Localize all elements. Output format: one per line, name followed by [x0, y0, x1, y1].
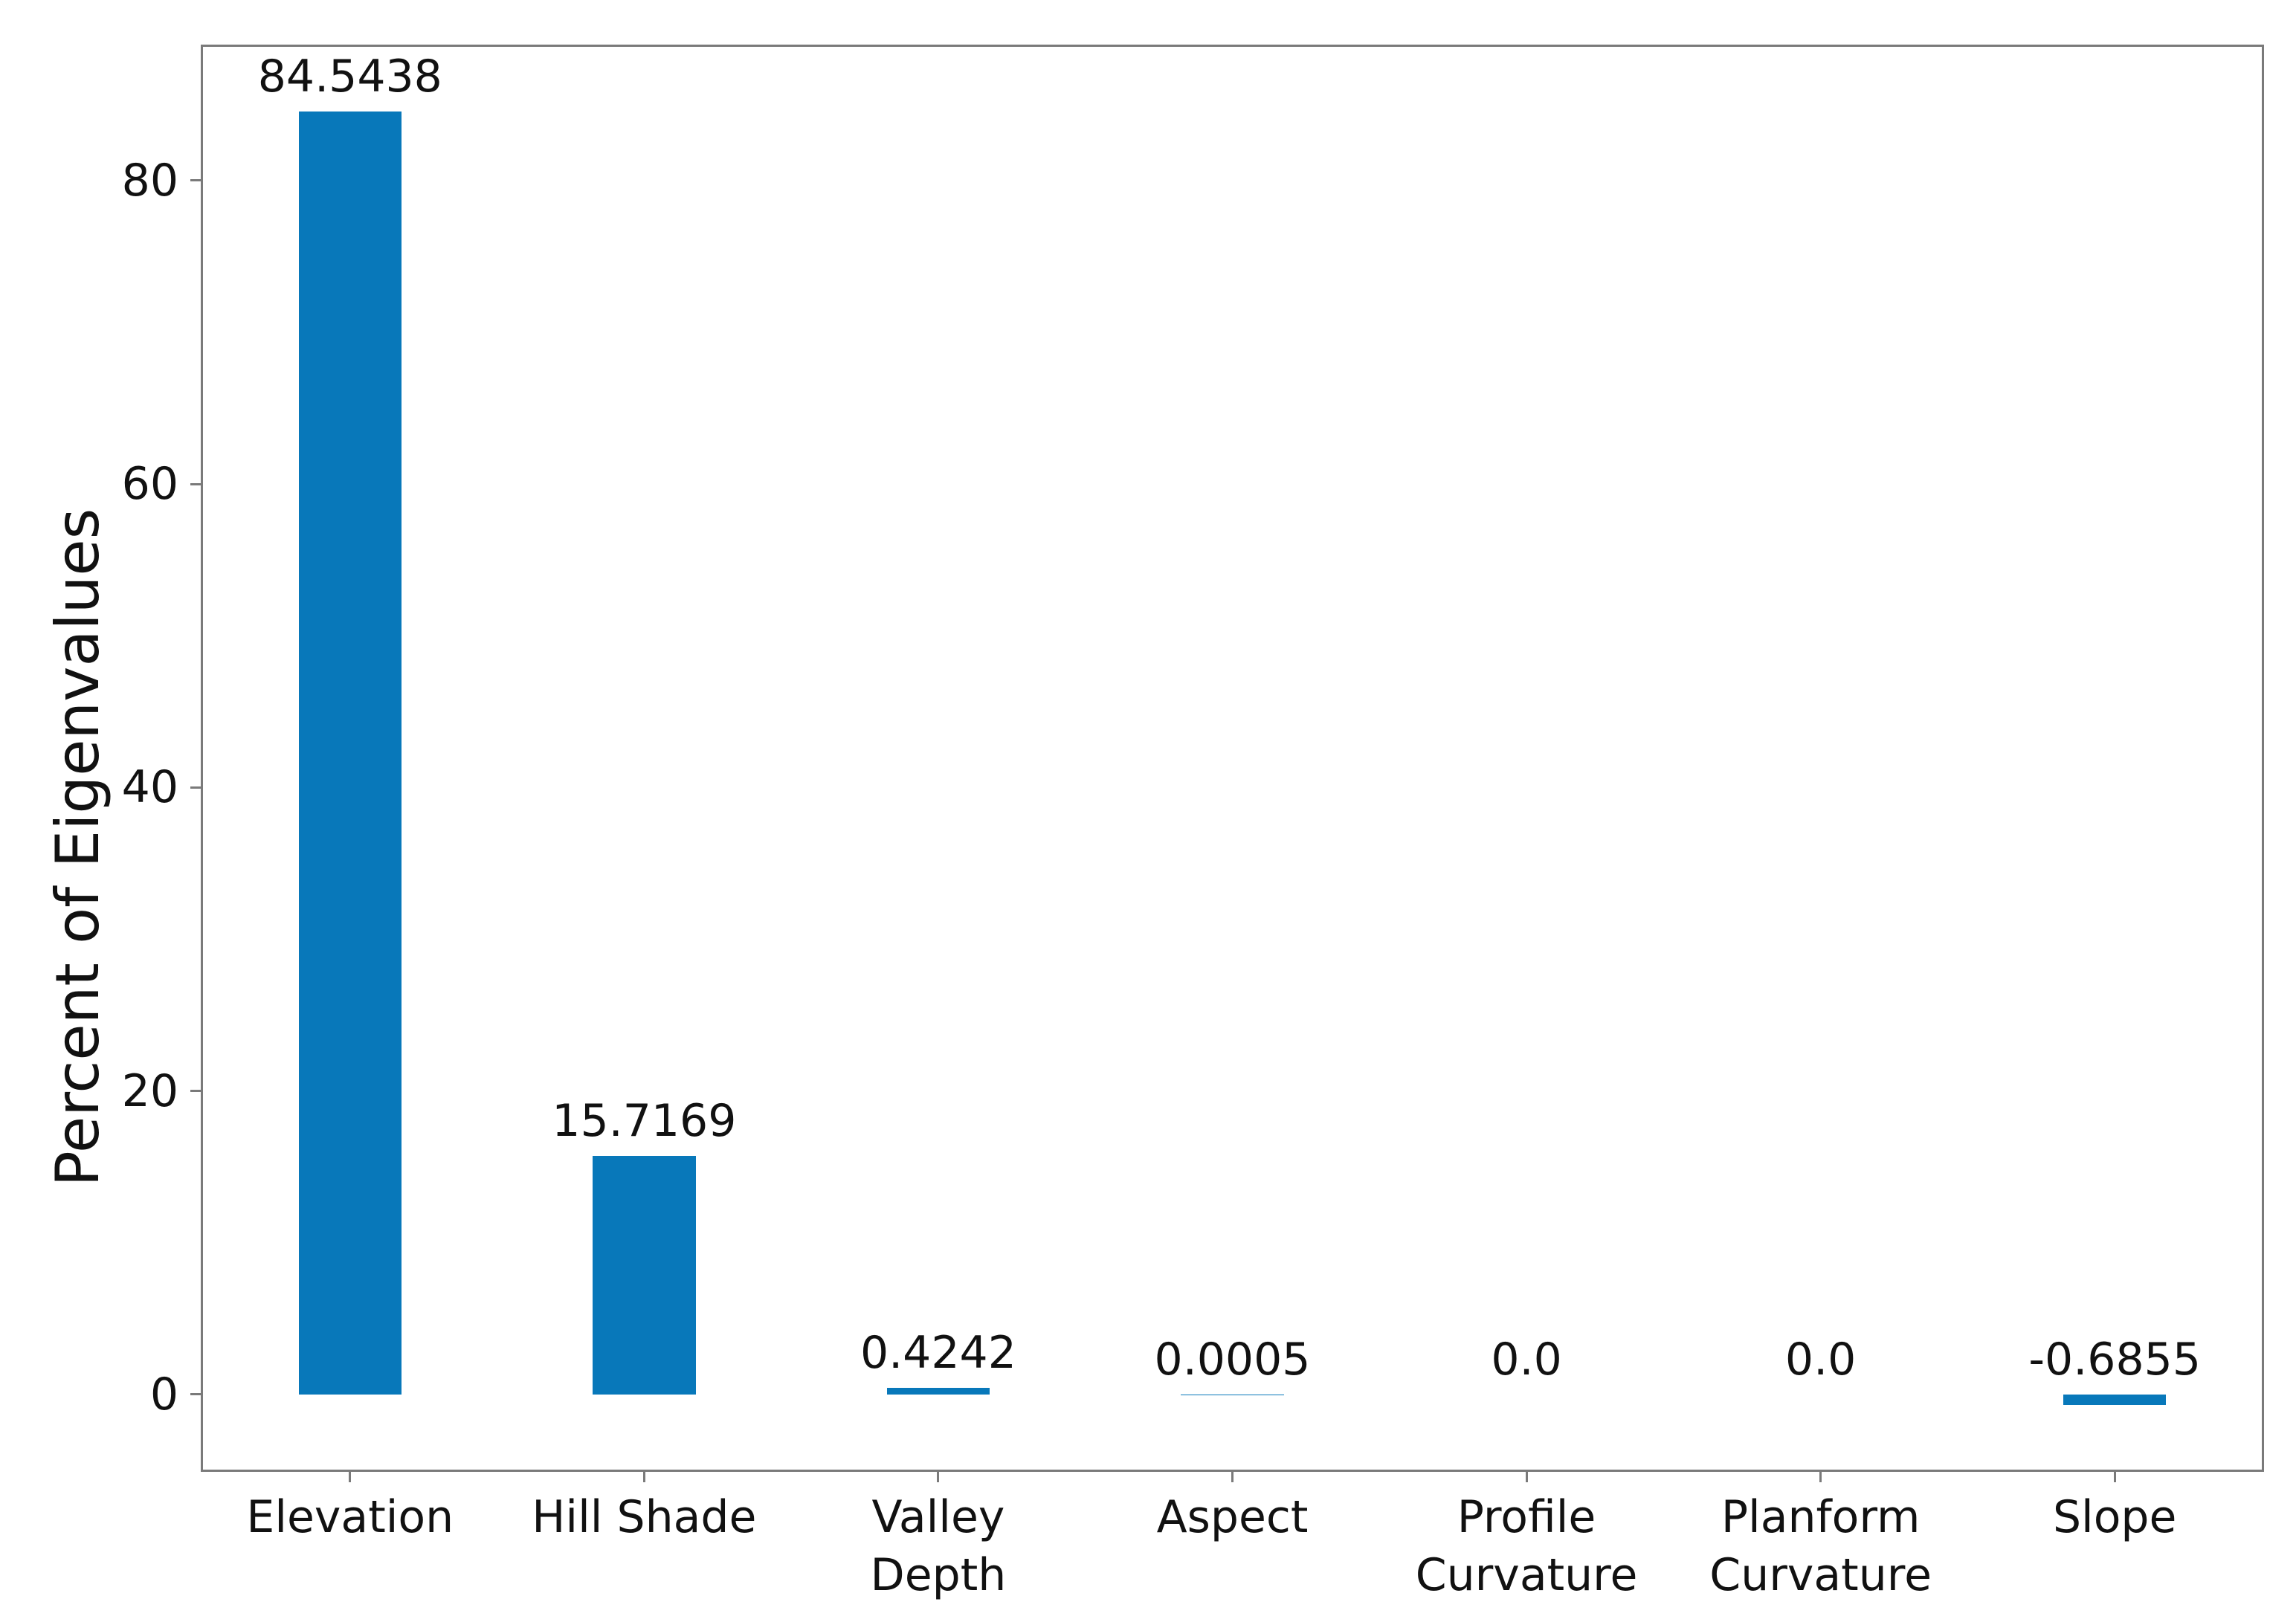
y-tick-label-80: 80 [121, 154, 178, 207]
x-tick-label-aspect: Aspect [1156, 1491, 1309, 1543]
x-tick-label-valley-depth: Valley Depth [870, 1491, 1007, 1601]
bar-value-label-elevation: 84.5438 [257, 51, 442, 103]
x-tick-mark-hill-shade [642, 1472, 645, 1482]
bar-hill-shade [593, 1156, 696, 1395]
y-tick-mark-60 [190, 482, 201, 485]
bar-elevation [298, 112, 402, 1395]
x-tick-mark-elevation [349, 1472, 352, 1482]
y-tick-mark-40 [190, 786, 201, 789]
y-tick-mark-20 [190, 1090, 201, 1093]
y-tick-label-20: 20 [121, 1064, 178, 1117]
bar-value-label-valley-depth: 0.4242 [860, 1327, 1016, 1380]
x-tick-mark-valley-depth [937, 1472, 940, 1482]
x-tick-mark-profile-curvature [1525, 1472, 1528, 1482]
bar-valley-depth [886, 1388, 990, 1395]
bar-slope [2063, 1394, 2167, 1405]
x-tick-mark-slope [2113, 1472, 2116, 1482]
x-tick-mark-aspect [1231, 1472, 1234, 1482]
y-tick-label-60: 60 [121, 458, 178, 511]
y-tick-label-0: 0 [149, 1368, 178, 1421]
bar-value-label-hill-shade: 15.7169 [552, 1095, 737, 1148]
x-tick-label-slope: Slope [2052, 1491, 2177, 1543]
y-tick-mark-0 [190, 1393, 201, 1396]
bars-layer: 84.5438 15.7169 0.4242 0.0005 0.0 0.0 -0.6855 [203, 47, 2262, 1470]
bar-value-label-aspect: 0.0005 [1154, 1333, 1311, 1386]
bar-value-label-slope: -0.6855 [2028, 1333, 2201, 1386]
y-tick-label-40: 40 [121, 761, 178, 814]
bar-value-label-planform-curvature: 0.0 [1784, 1333, 1857, 1386]
bar-value-label-profile-curvature: 0.0 [1491, 1333, 1562, 1386]
x-tick-label-elevation: Elevation [246, 1491, 454, 1543]
x-tick-label-hill-shade: Hill Shade [532, 1491, 757, 1543]
x-tick-mark-planform-curvature [1819, 1472, 1822, 1482]
x-tick-label-profile-curvature: Profile Curvature [1415, 1491, 1638, 1601]
plot-area: 84.5438 15.7169 0.4242 0.0005 0.0 0.0 -0.6855 [201, 45, 2264, 1472]
x-tick-label-planform-curvature: Planform Curvature [1709, 1491, 1932, 1601]
y-tick-mark-80 [190, 179, 201, 182]
